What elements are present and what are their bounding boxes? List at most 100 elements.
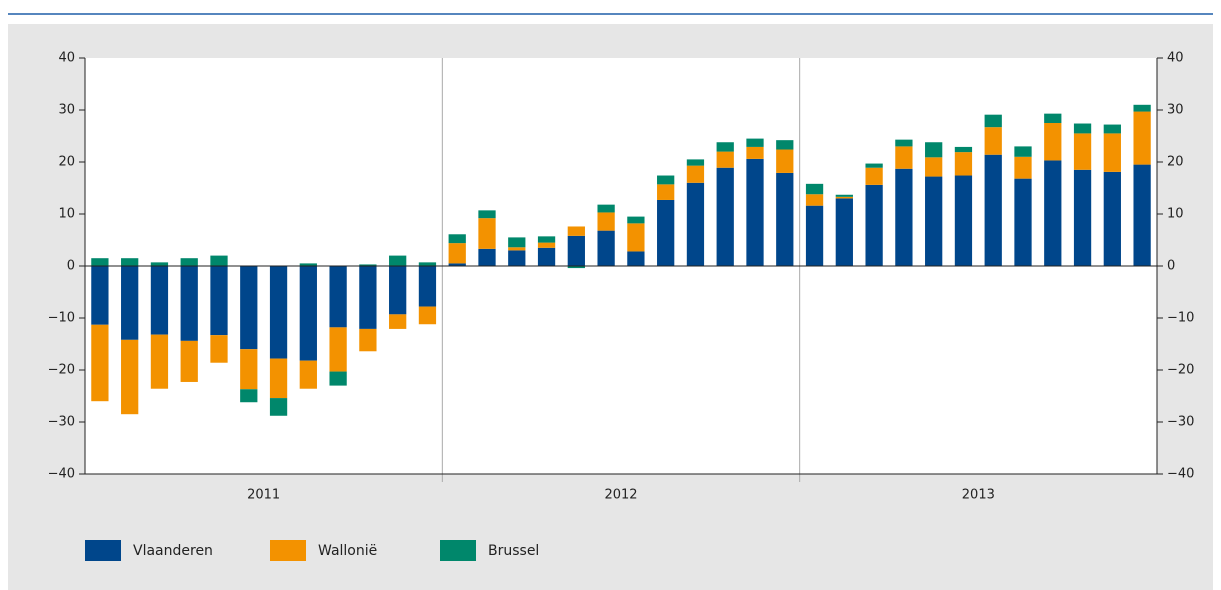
y-tick-label: 0 [67, 259, 75, 274]
bar-segment [121, 258, 139, 266]
bar-segment [686, 165, 705, 183]
bar-segment [776, 149, 794, 173]
y-tick-label: −10 [48, 311, 75, 326]
bar-segment [1103, 171, 1121, 266]
y2-tick-label: 30 [1167, 103, 1184, 118]
bar-segment [805, 205, 824, 266]
bar-segment [865, 163, 883, 168]
bar-segment [448, 234, 466, 244]
y2-tick-label: −10 [1167, 311, 1194, 326]
bar-segment [835, 198, 853, 266]
bar-segment [984, 114, 1002, 128]
y2-tick-label: 0 [1167, 259, 1175, 274]
bar-segment [597, 204, 615, 213]
bar-segment [269, 358, 288, 399]
bar-segment [389, 314, 407, 329]
bar-segment [865, 184, 883, 266]
bar-segment [1044, 123, 1062, 161]
bar-segment [478, 248, 496, 266]
y-tick-label: 20 [58, 155, 75, 170]
bar-segment [1133, 111, 1151, 165]
bar-segment [657, 199, 675, 266]
bar-segment [121, 339, 139, 415]
y-tick-label: 40 [58, 51, 75, 66]
bar-segment [91, 324, 109, 402]
bar-segment [418, 262, 437, 266]
bar-segment [954, 152, 973, 176]
bar-segment [91, 266, 109, 325]
bar-segment [984, 127, 1002, 155]
bar-segment [389, 266, 407, 315]
bar-segment [627, 223, 645, 252]
bar-segment [954, 146, 973, 153]
bar-segment [805, 183, 824, 195]
bar-segment [269, 266, 288, 359]
x-group-label: 2011 [247, 488, 280, 503]
bar-segment [240, 389, 258, 403]
bar-segment [508, 247, 526, 251]
y2-tick-label: −20 [1167, 363, 1194, 378]
bar-segment [1133, 104, 1151, 112]
bar-segment [954, 175, 973, 266]
bar-segment [180, 266, 198, 341]
bar-segment [418, 266, 437, 307]
bar-segment [627, 216, 645, 224]
bar-segment [984, 154, 1002, 266]
bar-segment [835, 196, 853, 199]
bar-segment [478, 218, 496, 249]
bar-segment [359, 328, 377, 352]
bar-segment [150, 262, 169, 266]
bar-segment [1044, 113, 1062, 123]
bar-segment [329, 371, 347, 386]
bar-segment [805, 194, 824, 206]
bar-segment [746, 146, 764, 159]
y-tick-label: −30 [48, 415, 75, 430]
bar-segment [269, 398, 288, 416]
bar-segment [329, 266, 347, 328]
bar-segment [389, 255, 407, 266]
bar-segment [448, 243, 466, 264]
bar-segment [299, 266, 317, 361]
bar-segment [1133, 164, 1151, 266]
bar-segment [1014, 146, 1032, 157]
bar-segment [359, 266, 377, 329]
bar-segment [925, 157, 943, 177]
bar-segment [418, 306, 437, 325]
bar-segment [1014, 178, 1032, 266]
legend-label: Brussel [488, 543, 539, 559]
bar-segment [925, 142, 943, 158]
legend-swatch [85, 540, 121, 561]
bar-segment [597, 212, 615, 231]
bar-segment [359, 264, 377, 266]
bar-segment [91, 258, 109, 266]
bar-segment [925, 176, 943, 266]
bar-segment [299, 360, 317, 389]
bar-segment [657, 184, 675, 200]
bar-segment [299, 263, 317, 266]
bar-segment [597, 230, 615, 266]
bar-segment [716, 167, 734, 266]
bar-segment [180, 340, 198, 382]
bar-segment [716, 151, 734, 168]
y-tick-label: 30 [58, 103, 75, 118]
y2-tick-label: 40 [1167, 51, 1184, 66]
bar-segment [329, 327, 347, 372]
bar-segment [567, 235, 585, 266]
bar-segment [895, 168, 913, 266]
bar-segment [657, 175, 675, 185]
bar-segment [627, 251, 645, 266]
bar-segment [776, 140, 794, 150]
y2-tick-label: −40 [1167, 467, 1194, 482]
bar-segment [210, 335, 228, 363]
bar-segment [1014, 156, 1032, 179]
x-group-label: 2013 [962, 488, 995, 503]
bar-segment [746, 138, 764, 147]
bar-segment [776, 172, 794, 266]
bar-segment [686, 159, 705, 166]
bar-segment [150, 334, 169, 389]
bar-segment [567, 266, 585, 269]
bar-segment [210, 255, 228, 266]
legend-swatch [270, 540, 306, 561]
bar-segment [150, 266, 169, 335]
bar-segment [210, 266, 228, 336]
